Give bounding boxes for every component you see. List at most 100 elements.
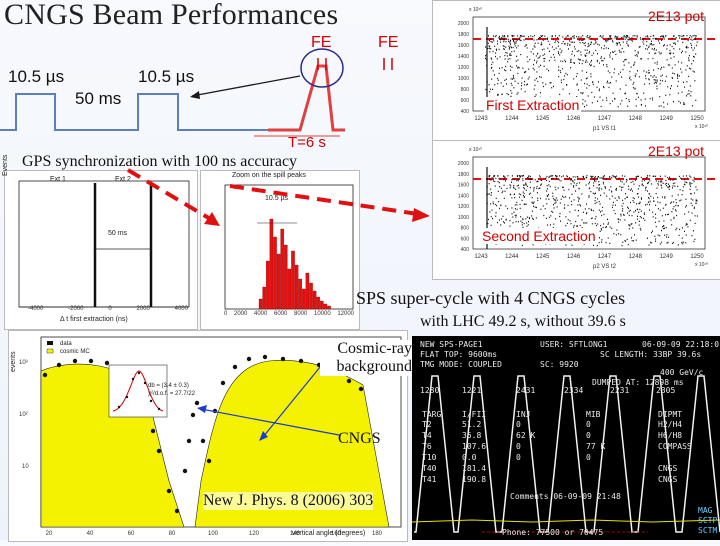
data-point: [631, 237, 632, 239]
data-point: [510, 47, 512, 49]
data-point: [617, 43, 618, 45]
data-point: [554, 186, 556, 188]
data-point: [509, 220, 511, 222]
mc-area-right: [194, 360, 390, 528]
data-point: [552, 195, 554, 197]
data-point: [549, 185, 551, 188]
data-point: [538, 187, 540, 190]
data-point: [629, 209, 631, 211]
tick-label: 10000: [313, 311, 331, 317]
data-point: [524, 203, 526, 205]
data-point: [533, 201, 535, 203]
data-point: [624, 93, 626, 95]
data-point: [684, 184, 686, 186]
data-point: [649, 180, 651, 182]
scr-col-ifii: I/FII: [462, 410, 487, 419]
data-point: [520, 175, 522, 177]
data-point: [594, 218, 596, 220]
data-point: [513, 87, 515, 89]
data-point: [528, 175, 530, 177]
data-point: [693, 192, 695, 194]
data-point: [662, 182, 664, 184]
data-point: [689, 188, 691, 190]
data-point: [588, 52, 590, 54]
data-point: [628, 99, 630, 101]
data-point: [605, 226, 607, 228]
data-point: [657, 196, 659, 199]
data-point: [675, 43, 676, 45]
data-point: [685, 46, 687, 48]
histogram-bar: [280, 228, 284, 310]
data-point: [686, 175, 687, 177]
scr-phone: Phone: 77500 or 70475: [502, 528, 604, 537]
data-point: [492, 50, 494, 53]
data-point: [662, 226, 664, 228]
data-point: [660, 52, 662, 54]
data-point: [500, 204, 502, 207]
data-point: [513, 39, 514, 41]
data-point: [581, 219, 583, 221]
data-point: [559, 212, 561, 215]
data-point: [635, 222, 637, 224]
tick-label: -4000: [28, 306, 44, 312]
data-point: [546, 38, 548, 40]
data-point: [606, 99, 608, 101]
data-point: [666, 213, 668, 216]
histogram-bar: [294, 264, 299, 310]
data-point: [683, 102, 685, 104]
data-point: [567, 219, 569, 221]
data-point: [665, 236, 667, 238]
data-point: [600, 105, 602, 108]
data-point: [584, 42, 586, 44]
data-point: [513, 193, 515, 196]
data-point: [630, 66, 632, 68]
data-point: [611, 206, 613, 209]
data-point: [610, 186, 612, 188]
zoom-x-ticks: 0 2000 4000 6000 8000 10000 12000: [224, 311, 354, 317]
data-point: [505, 78, 507, 80]
data-point: [685, 224, 687, 226]
data-point: [616, 38, 618, 40]
table-cell: T41: [422, 475, 437, 484]
data-point: [503, 48, 505, 50]
data-point: [511, 197, 513, 199]
data-point: [560, 180, 562, 182]
data-point: [607, 47, 609, 50]
data-point: [530, 178, 532, 180]
data-point: [531, 210, 533, 212]
data-point: [534, 95, 536, 98]
data-point: [615, 188, 617, 191]
data-point: [544, 208, 546, 210]
data-point: [493, 175, 495, 177]
data-point: [607, 237, 609, 239]
data-point: [608, 37, 609, 40]
data-point: [646, 48, 648, 50]
tick-label: 0: [108, 306, 112, 312]
gps-caption: GPS synchronization with 100 ns accuracy: [22, 153, 298, 170]
data-point: [691, 47, 693, 49]
data-point: [542, 35, 544, 37]
data-point: [645, 77, 647, 80]
data-point: [528, 193, 530, 195]
data-point: [562, 88, 564, 90]
data-point: [493, 176, 495, 178]
data-point: [580, 205, 582, 207]
pulse-left-label: 10.5 µs: [8, 67, 65, 86]
data-point: [524, 45, 526, 47]
data-point: [695, 44, 697, 47]
data-point: [612, 51, 613, 53]
data-point: [582, 211, 584, 213]
data-point: [679, 35, 681, 37]
data-point: [659, 235, 661, 237]
data-point: [620, 186, 622, 189]
data-point: [520, 39, 522, 42]
data-point: [622, 199, 624, 202]
data-point: [695, 200, 697, 202]
data-point: [516, 93, 518, 95]
data-point: [568, 177, 570, 179]
data-point: [586, 52, 588, 54]
data-point: [657, 201, 659, 203]
data-point: [644, 179, 646, 182]
data-point: [608, 86, 610, 89]
data-point: [586, 177, 588, 179]
